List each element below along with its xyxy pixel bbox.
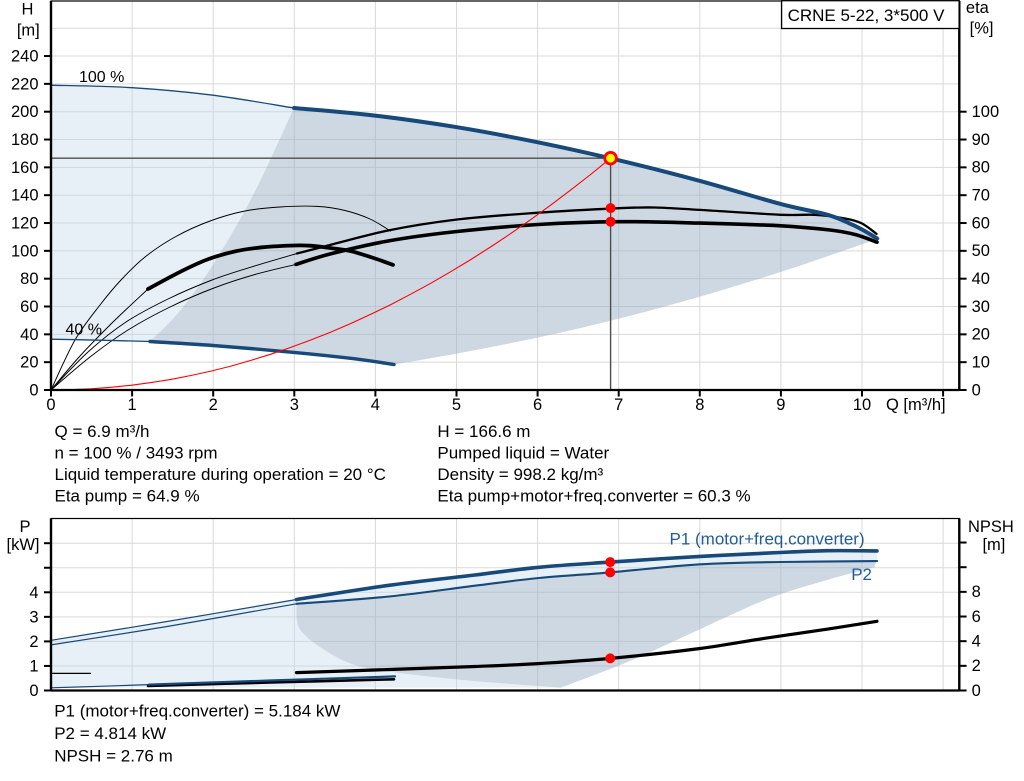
svg-text:Eta pump+motor+freq.converter: Eta pump+motor+freq.converter = 60.3 %: [437, 487, 750, 506]
svg-text:0: 0: [972, 682, 981, 700]
svg-text:0: 0: [29, 682, 38, 700]
svg-text:[m]: [m]: [17, 22, 40, 40]
svg-text:120: 120: [11, 215, 39, 233]
svg-text:7: 7: [614, 396, 623, 414]
svg-text:[%]: [%]: [970, 20, 994, 38]
svg-text:40: 40: [20, 326, 38, 344]
svg-text:100: 100: [11, 242, 39, 260]
svg-text:6: 6: [972, 608, 981, 626]
svg-text:[m]: [m]: [982, 536, 1005, 554]
svg-text:160: 160: [11, 159, 39, 177]
svg-text:NPSH = 2.76 m: NPSH = 2.76 m: [54, 747, 173, 766]
svg-text:240: 240: [11, 48, 39, 66]
svg-text:Density = 998.2 kg/m³: Density = 998.2 kg/m³: [437, 465, 603, 484]
svg-text:20: 20: [972, 326, 990, 344]
svg-text:Liquid temperature during oper: Liquid temperature during operation = 20…: [55, 465, 386, 484]
svg-text:H = 166.6 m: H = 166.6 m: [437, 422, 530, 441]
svg-text:P1 (motor+freq.converter) = 5.: P1 (motor+freq.converter) = 5.184 kW: [54, 701, 340, 720]
svg-text:70: 70: [972, 187, 990, 205]
svg-text:6: 6: [533, 396, 542, 414]
svg-text:50: 50: [972, 242, 990, 260]
svg-text:5: 5: [452, 396, 461, 414]
svg-text:8: 8: [695, 396, 704, 414]
svg-text:220: 220: [11, 75, 39, 93]
svg-text:H: H: [22, 1, 34, 19]
svg-text:1: 1: [128, 396, 137, 414]
svg-text:[kW]: [kW]: [7, 536, 40, 554]
svg-text:3: 3: [290, 396, 299, 414]
svg-text:0: 0: [972, 381, 981, 399]
svg-text:200: 200: [11, 103, 39, 121]
svg-text:4: 4: [371, 396, 380, 414]
svg-text:n = 100 % / 3493 rpm: n = 100 % / 3493 rpm: [55, 444, 218, 463]
svg-text:100 %: 100 %: [79, 69, 124, 86]
svg-text:40: 40: [972, 270, 990, 288]
svg-text:4: 4: [29, 584, 38, 602]
svg-text:40 %: 40 %: [66, 322, 102, 339]
svg-text:60: 60: [972, 214, 990, 232]
svg-text:2: 2: [972, 657, 981, 675]
svg-text:60: 60: [20, 298, 38, 316]
svg-text:P2 = 4.814 kW: P2 = 4.814 kW: [54, 724, 166, 743]
svg-text:8: 8: [972, 583, 981, 601]
svg-text:CRNE 5-22, 3*500 V: CRNE 5-22, 3*500 V: [788, 6, 946, 25]
svg-text:P: P: [19, 518, 30, 536]
svg-text:80: 80: [972, 159, 990, 177]
svg-text:10: 10: [972, 354, 990, 372]
svg-text:Q [m³/h]: Q [m³/h]: [886, 396, 946, 414]
svg-text:140: 140: [11, 187, 39, 205]
svg-text:P1 (motor+freq.converter): P1 (motor+freq.converter): [670, 529, 865, 548]
svg-text:2: 2: [29, 633, 38, 651]
svg-text:4: 4: [972, 633, 981, 651]
svg-text:180: 180: [11, 131, 39, 149]
svg-text:3: 3: [29, 608, 38, 626]
svg-text:NPSH: NPSH: [968, 518, 1014, 536]
svg-text:0: 0: [29, 382, 38, 400]
svg-text:80: 80: [20, 270, 38, 288]
svg-text:0: 0: [46, 396, 55, 414]
svg-text:Eta pump = 64.9 %: Eta pump = 64.9 %: [55, 487, 200, 506]
svg-text:1: 1: [29, 658, 38, 676]
svg-text:100: 100: [972, 103, 1000, 121]
svg-text:2: 2: [209, 396, 218, 414]
svg-text:90: 90: [972, 131, 990, 149]
svg-text:P2: P2: [851, 565, 872, 584]
svg-text:9: 9: [776, 396, 785, 414]
svg-text:Pumped liquid = Water: Pumped liquid = Water: [437, 444, 609, 463]
svg-text:30: 30: [972, 298, 990, 316]
svg-text:Q = 6.9 m³/h: Q = 6.9 m³/h: [55, 422, 150, 441]
svg-text:eta: eta: [966, 0, 990, 17]
svg-text:10: 10: [853, 396, 871, 414]
svg-text:20: 20: [20, 354, 38, 372]
